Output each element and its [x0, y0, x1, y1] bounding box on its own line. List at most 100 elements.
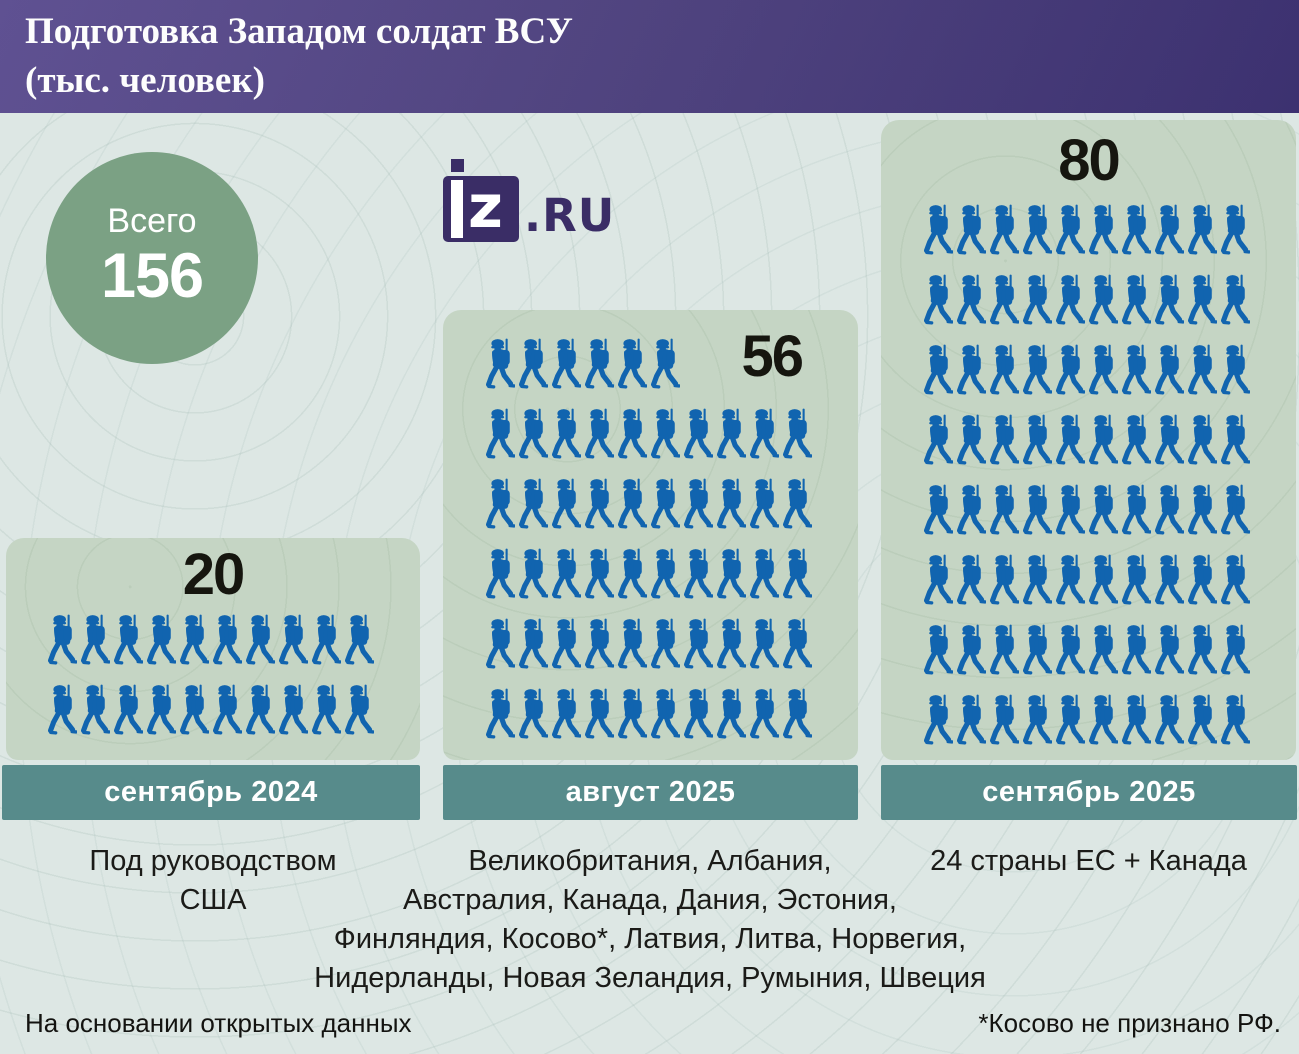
- column-panel-aug-2025: 56: [443, 310, 858, 760]
- izru-logo: z .RU: [443, 159, 615, 242]
- soldier-icon: [519, 544, 548, 604]
- soldier-row: [486, 684, 816, 744]
- soldier-row: [48, 680, 378, 740]
- soldier-icon: [1221, 410, 1250, 470]
- soldier-grid: [48, 610, 378, 740]
- soldier-icon: [147, 610, 176, 670]
- soldier-icon: [717, 614, 746, 674]
- soldier-icon: [1089, 200, 1118, 260]
- total-badge-label: Всего: [107, 202, 197, 241]
- soldier-icon: [651, 404, 680, 464]
- soldier-icon: [1221, 550, 1250, 610]
- soldier-icon: [651, 544, 680, 604]
- soldier-row: [924, 200, 1254, 260]
- soldier-row: [924, 270, 1254, 330]
- category-label-sep-2024: сентябрь 2024: [2, 765, 420, 820]
- soldier-icon: [1056, 340, 1085, 400]
- soldier-icon: [651, 614, 680, 674]
- soldier-icon: [1221, 340, 1250, 400]
- soldier-icon: [924, 480, 953, 540]
- soldier-icon: [246, 680, 275, 740]
- soldier-icon: [1089, 480, 1118, 540]
- soldier-icon: [990, 340, 1019, 400]
- soldier-icon: [81, 610, 110, 670]
- soldier-icon: [990, 480, 1019, 540]
- column-panel-sep-2024: 20: [6, 538, 420, 760]
- soldier-icon: [1122, 480, 1151, 540]
- description-line: 24 страны ЕС + Канада: [930, 845, 1247, 877]
- izru-logo-i-dot: [451, 159, 464, 172]
- soldier-icon: [750, 544, 779, 604]
- soldier-icon: [1056, 690, 1085, 750]
- soldier-icon: [957, 620, 986, 680]
- soldier-icon: [1188, 550, 1217, 610]
- soldier-icon: [345, 680, 374, 740]
- soldier-icon: [1221, 620, 1250, 680]
- soldier-icon: [1188, 340, 1217, 400]
- soldier-icon: [1089, 550, 1118, 610]
- soldier-icon: [519, 614, 548, 674]
- soldier-icon: [552, 334, 581, 394]
- soldier-icon: [1089, 620, 1118, 680]
- page-title-line2: (тыс. человек): [25, 59, 265, 101]
- soldier-icon: [1188, 200, 1217, 260]
- soldier-icon: [246, 610, 275, 670]
- description-line: Под руководством: [89, 845, 337, 877]
- soldier-icon: [684, 404, 713, 464]
- soldier-icon: [1221, 200, 1250, 260]
- soldier-icon: [651, 684, 680, 744]
- soldier-icon: [114, 610, 143, 670]
- soldier-icon: [1122, 200, 1151, 260]
- soldier-icon: [717, 684, 746, 744]
- soldier-icon: [990, 200, 1019, 260]
- soldier-icon: [924, 270, 953, 330]
- soldier-icon: [1089, 270, 1118, 330]
- soldier-icon: [279, 680, 308, 740]
- soldier-grid: [924, 200, 1254, 750]
- soldier-icon: [312, 610, 341, 670]
- soldier-icon: [717, 544, 746, 604]
- soldier-icon: [1155, 620, 1184, 680]
- soldier-icon: [750, 474, 779, 534]
- soldier-row: [924, 620, 1254, 680]
- izru-logo-mark: z: [443, 159, 519, 242]
- soldier-icon: [519, 404, 548, 464]
- soldier-icon: [618, 404, 647, 464]
- soldier-icon: [1221, 690, 1250, 750]
- column-description: Под руководством США: [6, 842, 420, 920]
- soldier-icon: [957, 270, 986, 330]
- soldier-icon: [957, 690, 986, 750]
- soldier-icon: [924, 200, 953, 260]
- soldier-icon: [519, 334, 548, 394]
- soldier-icon: [651, 474, 680, 534]
- total-badge: Всего 156: [46, 152, 258, 364]
- soldier-icon: [552, 684, 581, 744]
- soldier-icon: [1023, 270, 1052, 330]
- footnote: *Косово не признано РФ.: [978, 1008, 1281, 1038]
- soldier-icon: [957, 550, 986, 610]
- soldier-icon: [1089, 410, 1118, 470]
- soldier-icon: [1023, 620, 1052, 680]
- soldier-icon: [684, 614, 713, 674]
- soldier-icon: [1188, 690, 1217, 750]
- column-description: Великобритания, Албания, Австралия, Канад…: [290, 842, 1010, 997]
- soldier-icon: [552, 614, 581, 674]
- soldier-icon: [957, 200, 986, 260]
- soldier-icon: [990, 550, 1019, 610]
- soldier-icon: [1023, 480, 1052, 540]
- soldier-icon: [1023, 340, 1052, 400]
- soldier-icon: [618, 614, 647, 674]
- soldier-icon: [1122, 410, 1151, 470]
- soldier-icon: [618, 474, 647, 534]
- category-label-sep-2025: сентябрь 2025: [881, 765, 1297, 820]
- soldier-icon: [783, 614, 812, 674]
- page-title-line1: Подготовка Западом солдат ВСУ: [25, 11, 573, 52]
- soldier-row: [924, 690, 1254, 750]
- soldier-icon: [585, 334, 614, 394]
- soldier-icon: [552, 404, 581, 464]
- soldier-icon: [684, 684, 713, 744]
- soldier-icon: [924, 620, 953, 680]
- header: Подготовка Западом солдат ВСУ (тыс. чело…: [0, 0, 1299, 113]
- soldier-icon: [1155, 690, 1184, 750]
- soldier-row: [48, 610, 378, 670]
